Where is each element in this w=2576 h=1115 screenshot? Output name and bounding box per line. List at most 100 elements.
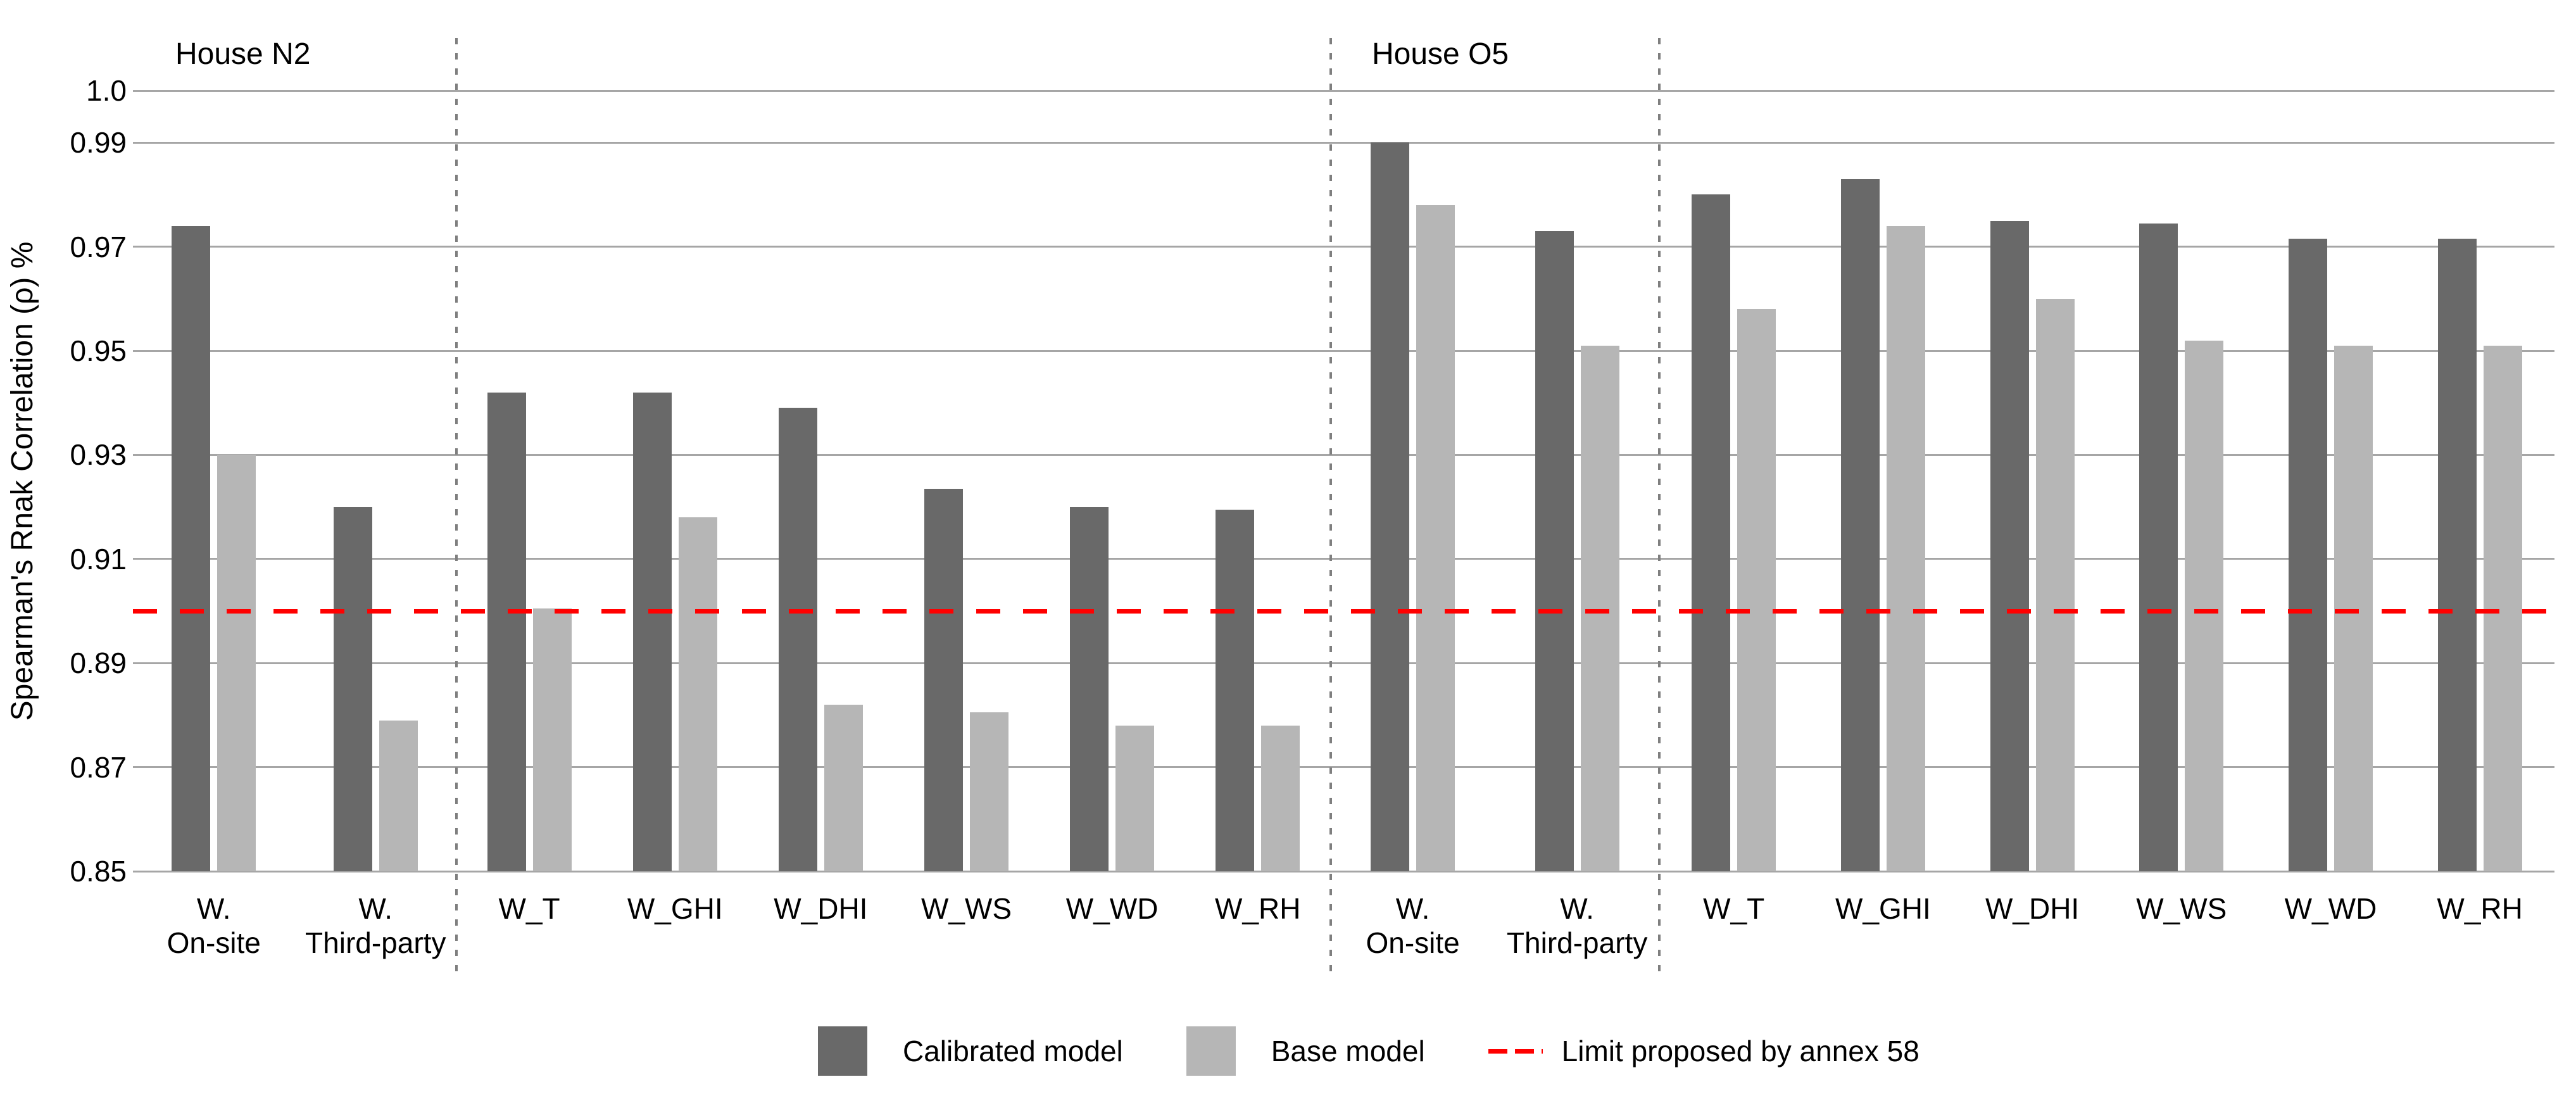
gridline — [133, 246, 2554, 248]
bar-calibrated — [1990, 220, 2029, 871]
x-tick-label-line: W_WD — [1065, 892, 1159, 925]
limit-line — [133, 608, 2561, 614]
x-tick-label-line: W_WS — [2136, 892, 2227, 925]
gridline — [133, 662, 2554, 664]
bar-base — [1886, 225, 1925, 871]
bar-base — [532, 608, 572, 871]
bar-calibrated — [1216, 509, 1255, 871]
x-tick-label: W_DHI — [774, 891, 867, 926]
x-tick-label: W. On-site — [1366, 891, 1459, 960]
x-tick-label: W. Third-party — [305, 891, 446, 960]
gridline — [133, 558, 2554, 560]
x-tick-label: W_WS — [2136, 891, 2227, 926]
x-tick-label-line: W. — [358, 892, 393, 925]
x-tick-label: W_T — [499, 891, 560, 926]
x-tick-label-line: On-site — [166, 926, 261, 959]
bar-base — [1115, 725, 1155, 871]
bar-base — [2185, 340, 2224, 871]
gridline — [133, 89, 2554, 92]
x-tick-label-line: W_RH — [2437, 892, 2523, 925]
legend-swatch-icon — [818, 1026, 867, 1076]
bar-base — [2035, 298, 2075, 871]
x-tick-label: W_T — [1703, 891, 1764, 926]
y-tick-label: 0.85 — [70, 855, 127, 888]
x-tick-label: W_GHI — [627, 891, 723, 926]
bar-calibrated — [2288, 239, 2327, 871]
x-tick-label: W_RH — [2437, 891, 2522, 926]
x-tick-label: W_WS — [921, 891, 1012, 926]
x-tick-label-line: W_DHI — [1985, 892, 2080, 925]
y-tick-label: 0.89 — [70, 646, 127, 680]
x-tick-label: W. On-site — [167, 891, 261, 960]
legend-swatch-icon — [1186, 1026, 1236, 1076]
panel-title-house-o5: House O5 — [1372, 37, 1509, 71]
panel-title-house-n2: House N2 — [175, 37, 311, 71]
y-tick-label: 0.99 — [70, 126, 127, 160]
bar-base — [1580, 345, 1619, 871]
x-tick-label-line: W_WS — [920, 892, 1012, 925]
bar-calibrated — [1840, 179, 1880, 871]
y-tick-label: 0.97 — [70, 230, 127, 263]
x-tick-label: W_WD — [2285, 891, 2377, 926]
x-tick-label-line: W_WD — [2284, 892, 2377, 925]
y-tick-label: 0.93 — [70, 438, 127, 472]
bar-calibrated — [1692, 194, 1731, 871]
x-tick-label-line: W_T — [498, 892, 560, 925]
dashed-line-icon — [1488, 1049, 1543, 1054]
y-tick-label: 0.87 — [70, 750, 127, 784]
x-tick-label-line: W_T — [1703, 892, 1765, 925]
bar-base — [2334, 345, 2373, 871]
y-tick-label: 0.91 — [70, 542, 127, 576]
x-tick-label-line: W_GHI — [1835, 892, 1931, 925]
legend-label: Limit proposed by annex 58 — [1561, 1035, 1919, 1068]
bar-calibrated — [172, 225, 211, 871]
gridline — [133, 141, 2554, 144]
x-tick-label: W. Third-party — [1507, 891, 1647, 960]
gridline — [133, 766, 2554, 769]
gridline — [133, 350, 2554, 352]
x-tick-label-line: W_DHI — [774, 892, 868, 925]
bar-calibrated — [1070, 507, 1109, 871]
bar-calibrated — [924, 488, 963, 871]
bar-calibrated — [632, 392, 672, 871]
bar-calibrated — [333, 507, 372, 871]
bar-base — [217, 455, 256, 871]
separator-line — [1657, 38, 1661, 975]
bar-base — [678, 517, 717, 871]
x-tick-label: W_DHI — [1985, 891, 2079, 926]
bar-base — [2483, 345, 2522, 871]
bar-base — [1737, 309, 1776, 871]
x-tick-label-line: On-site — [1366, 926, 1460, 959]
bar-base — [970, 712, 1008, 871]
bar-base — [824, 704, 863, 871]
x-tick-label-line: W_RH — [1215, 892, 1301, 925]
legend: Calibrated model Base model Limit proposed… — [818, 1026, 1983, 1076]
bar-calibrated — [487, 392, 526, 871]
bar-base — [379, 720, 418, 871]
bar-calibrated — [1535, 230, 1574, 871]
x-tick-label-line: W_GHI — [627, 892, 723, 925]
separator-line — [455, 38, 458, 975]
x-tick-label: W_RH — [1215, 891, 1300, 926]
x-tick-label-line: W. — [1395, 892, 1430, 925]
legend-item-limit: Limit proposed by annex 58 — [1488, 1034, 1919, 1068]
gridline — [133, 870, 2554, 872]
bar-calibrated — [778, 408, 817, 871]
x-tick-label: W_WD — [1066, 891, 1159, 926]
legend-label: Base model — [1271, 1035, 1425, 1068]
x-tick-label-line: W. — [1560, 892, 1594, 925]
legend-item-base: Base model — [1186, 1026, 1425, 1076]
bar-base — [1416, 205, 1455, 871]
bar-calibrated — [2437, 239, 2477, 871]
x-tick-label-line: Third-party — [1506, 926, 1648, 959]
y-tick-label: 0.95 — [70, 334, 127, 367]
bar-calibrated — [2139, 223, 2178, 871]
y-tick-label: 1.0 — [86, 74, 127, 107]
bar-calibrated — [1371, 142, 1410, 871]
separator-line — [1329, 38, 1332, 975]
x-tick-label: W_GHI — [1835, 891, 1931, 926]
legend-item-calibrated: Calibrated model — [818, 1026, 1123, 1076]
x-tick-label-line: W. — [196, 892, 231, 925]
legend-label: Calibrated model — [903, 1035, 1123, 1068]
